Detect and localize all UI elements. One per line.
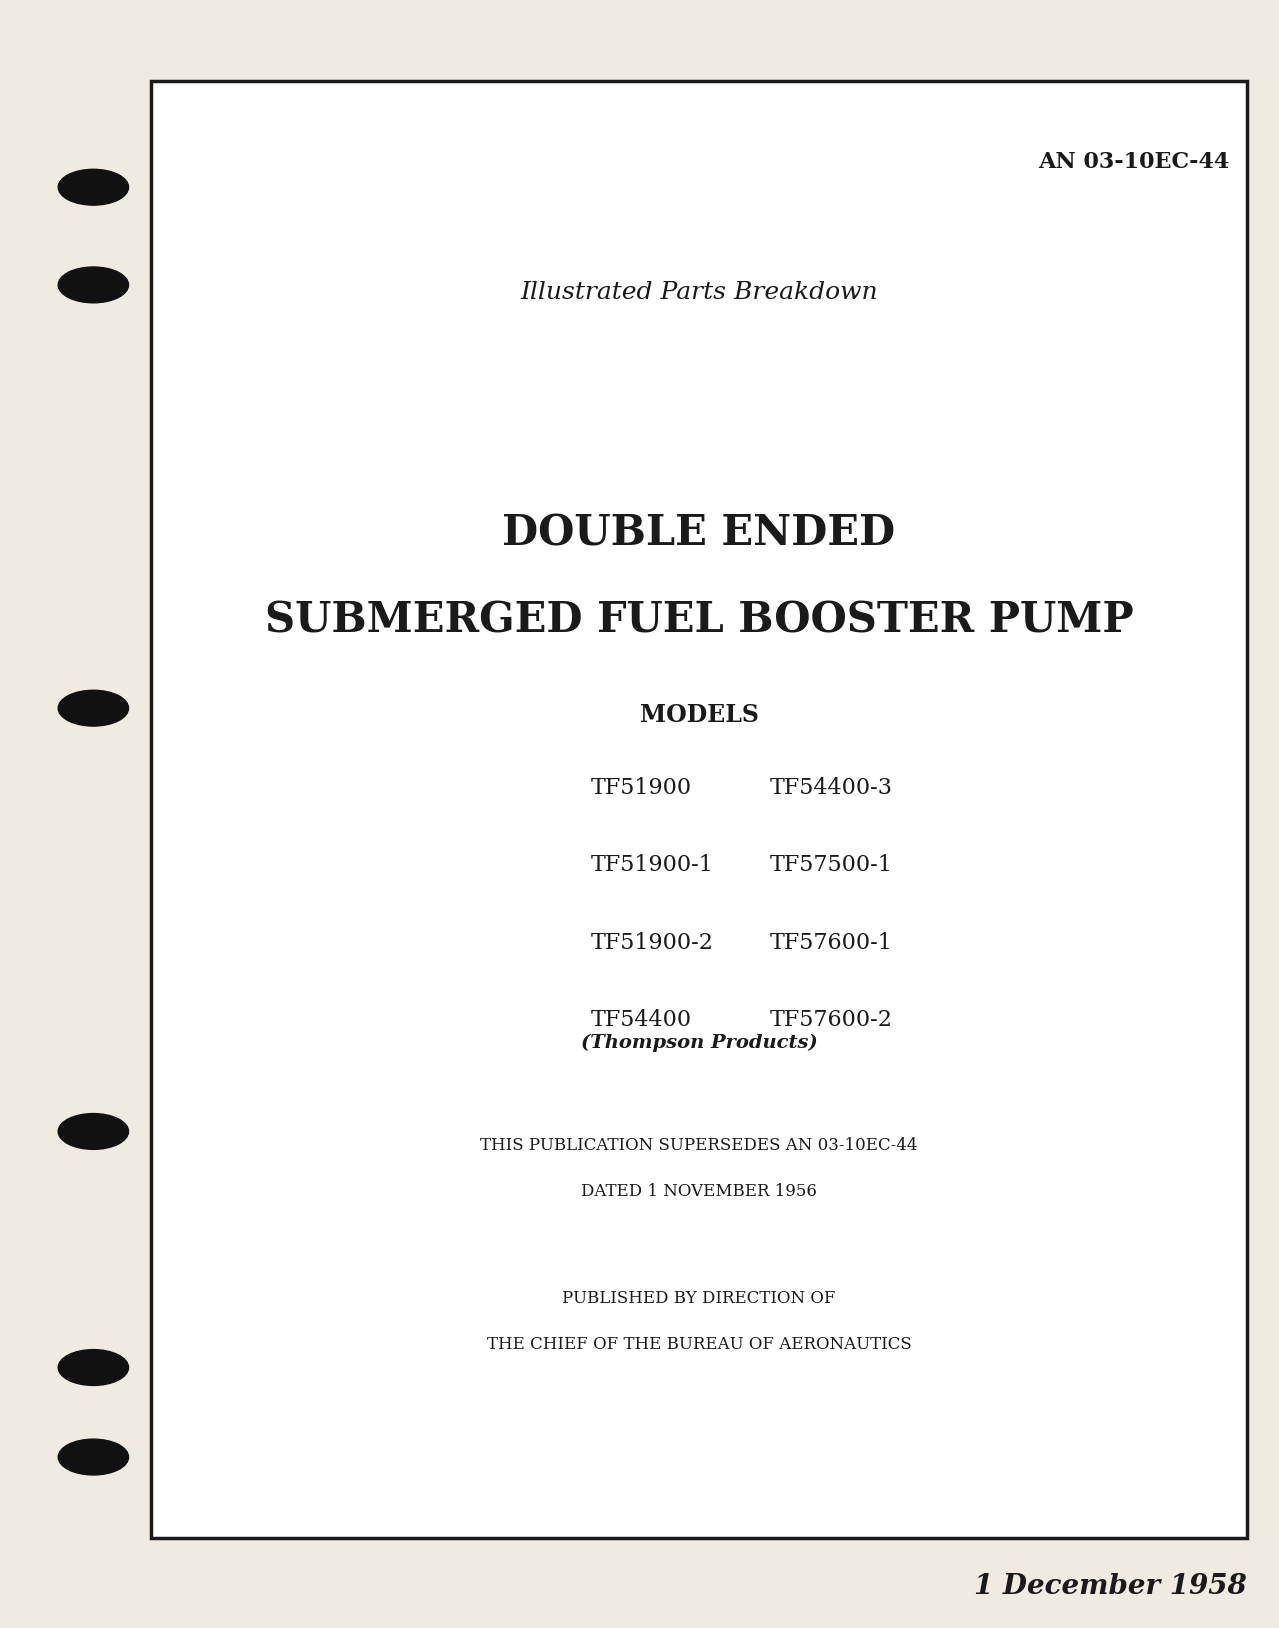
Text: TF57500-1: TF57500-1 <box>769 855 893 876</box>
Ellipse shape <box>58 1439 128 1475</box>
Text: THE CHIEF OF THE BUREAU OF AERONAUTICS: THE CHIEF OF THE BUREAU OF AERONAUTICS <box>486 1337 912 1353</box>
Text: TF51900-1: TF51900-1 <box>590 855 714 876</box>
Ellipse shape <box>58 267 128 303</box>
Text: TF57600-2: TF57600-2 <box>769 1009 893 1031</box>
Text: 1 December 1958: 1 December 1958 <box>975 1573 1247 1600</box>
Bar <box>151 81 1247 1538</box>
Text: THIS PUBLICATION SUPERSEDES AN 03-10EC-44: THIS PUBLICATION SUPERSEDES AN 03-10EC-4… <box>480 1136 918 1154</box>
Text: (Thompson Products): (Thompson Products) <box>581 1034 817 1052</box>
Ellipse shape <box>58 1350 128 1385</box>
Ellipse shape <box>58 169 128 205</box>
Text: PUBLISHED BY DIRECTION OF: PUBLISHED BY DIRECTION OF <box>563 1289 835 1307</box>
Ellipse shape <box>58 1114 128 1149</box>
Ellipse shape <box>58 690 128 726</box>
Text: TF57600-1: TF57600-1 <box>769 931 893 954</box>
Text: MODELS: MODELS <box>640 703 758 728</box>
Text: DATED 1 NOVEMBER 1956: DATED 1 NOVEMBER 1956 <box>581 1184 817 1200</box>
Text: DOUBLE ENDED: DOUBLE ENDED <box>503 513 895 554</box>
Text: TF54400: TF54400 <box>590 1009 692 1031</box>
Text: TF51900: TF51900 <box>590 777 692 799</box>
Text: Illustrated Parts Breakdown: Illustrated Parts Breakdown <box>521 282 877 304</box>
Text: TF54400-3: TF54400-3 <box>769 777 893 799</box>
Text: AN 03-10EC-44: AN 03-10EC-44 <box>1037 151 1229 173</box>
Text: SUBMERGED FUEL BOOSTER PUMP: SUBMERGED FUEL BOOSTER PUMP <box>265 599 1133 641</box>
Text: TF51900-2: TF51900-2 <box>590 931 714 954</box>
